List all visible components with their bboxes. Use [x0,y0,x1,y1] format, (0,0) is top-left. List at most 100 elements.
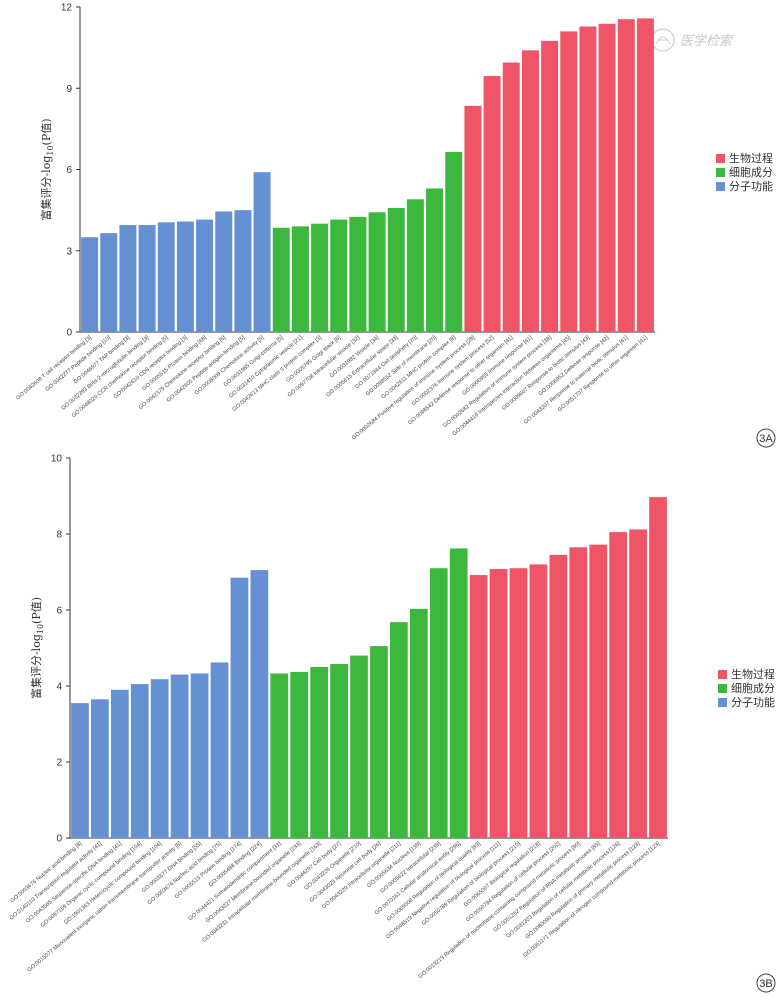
panel-label-text: 3B [759,978,772,990]
panel-label: 3B [756,973,776,993]
bar [598,23,616,332]
bar [196,219,214,332]
legend-label: 细胞成分 [729,166,773,179]
y-axis-label-main: 富集评分 [29,655,43,699]
panel-label-circle [756,973,776,993]
y-tick-label: 10 [51,454,63,465]
bar [130,684,149,838]
bar [629,529,647,838]
bar [483,76,501,332]
bar [368,212,386,332]
bar [589,544,608,838]
y-tick-label: 0 [66,328,72,339]
bar [100,233,118,332]
bar [230,577,249,838]
bar [311,223,329,332]
bar [330,663,348,838]
bar [291,226,309,333]
bar [409,608,428,838]
watermark: 医学检索 [651,28,734,52]
bar [541,40,559,332]
bar [253,172,271,332]
bar [176,221,194,332]
y-tick-label: 6 [66,165,72,176]
x-tick-label: GO:0042613 MHC class II protein complex … [232,335,324,413]
legend-swatch [716,182,725,191]
y-axis-label-main: 富集评分 [39,177,53,221]
bar [502,62,520,333]
bar [445,151,463,332]
y-tick-label: 0 [56,834,62,845]
bar [406,199,424,332]
bar [349,216,367,332]
y-axis-label: 富集评分-log10(P值) [39,118,55,220]
bar [464,105,482,332]
legend-swatch [718,684,727,693]
y-axis-label-subscript: 10 [36,624,45,634]
bar [350,655,368,838]
legend-label: 细胞成分 [731,682,775,695]
bar [119,225,137,332]
panel-label: 3A [756,428,776,448]
bar [509,568,528,838]
bar [609,532,628,838]
legend-swatch [716,168,725,177]
bar [390,622,408,838]
bar [387,207,405,332]
y-axis-label-log: -log [30,634,43,655]
bar [81,237,99,332]
y-axis-label: 富集评分-log10(P值) [29,597,45,699]
y-tick-label: 8 [56,530,62,541]
legend-label: 分子功能 [729,179,773,193]
bar [71,703,89,838]
bar [210,662,229,838]
bar [272,227,290,332]
bar [270,673,289,838]
bar [215,211,233,332]
y-axis-label-subscript: 10 [46,145,55,155]
bar [560,31,578,333]
bar [250,570,269,838]
y-axis-label-tail: (P值) [40,118,53,145]
bar [529,564,548,838]
legend-label: 分子功能 [731,695,775,709]
bar [138,225,156,332]
bar [426,188,444,332]
y-tick-label: 4 [56,682,62,693]
bar [310,667,329,838]
bar [649,497,667,838]
bar [469,575,488,838]
bar [579,26,597,332]
y-tick-label: 3 [66,246,72,257]
y-tick-label: 12 [61,3,73,14]
y-tick-label: 6 [56,606,62,617]
legend-swatch [718,670,727,679]
watermark-text: 医学检索 [680,33,734,49]
bar [170,674,189,838]
x-tick-label: GO:0032393 Beta-2-microglobulin binding … [61,335,151,412]
bar [330,219,348,332]
legend-label: 生物过程 [731,667,775,681]
panel-label-circle [756,428,776,448]
bar [489,568,508,838]
watermark-logo-glyph [655,36,671,45]
x-tick-label: GO:0051707 Response to other organism [4… [557,335,649,414]
x-tick-label: GO:0003676 Nucleic acid binding [8] [10,841,84,904]
bar [290,671,309,838]
y-tick-label: 2 [56,758,62,769]
bar [157,222,175,332]
bar [569,547,588,838]
bar [110,689,129,838]
bar [617,19,635,332]
x-tick-label: GO:0006952 Defense response [42] [538,335,611,398]
bar [234,210,252,333]
bar [91,699,109,838]
y-axis-label-tail: (P值) [30,597,43,624]
legend-swatch [716,154,725,163]
legend-swatch [718,698,727,707]
